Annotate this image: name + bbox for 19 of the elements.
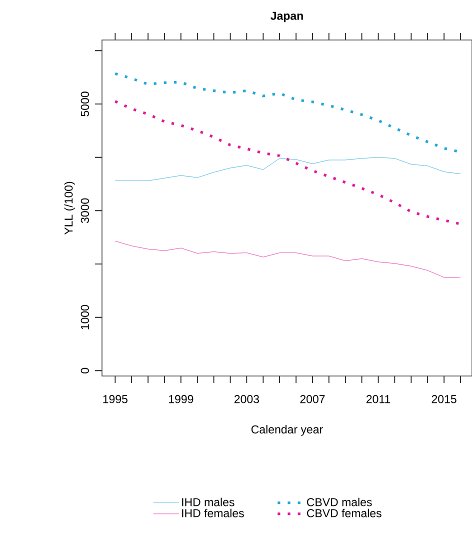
chart-title: Japan (270, 12, 303, 22)
x-axis-title: Calendar year (251, 425, 323, 436)
line-series (114, 240, 461, 278)
legend-label: CBVD females (307, 508, 382, 518)
legend-label: CBVD males (307, 498, 372, 506)
x-tick-label: 2011 (366, 395, 390, 404)
y-axis-title: YLL (/100) (64, 182, 75, 235)
x-tick-label: 2003 (234, 395, 259, 404)
y-tick-label: 5000 (80, 92, 89, 116)
x-tick-label: 1999 (169, 395, 194, 404)
x-tick-label: 2007 (300, 395, 325, 404)
y-tick-label: 0 (80, 368, 89, 374)
y-tick-label: 3000 (80, 198, 89, 224)
x-tick-label: 2015 (432, 395, 456, 404)
legend-label: IHD males (182, 498, 234, 506)
x-tick-label: 1995 (103, 395, 128, 404)
line-series (114, 100, 462, 226)
legend-label: IHD females (182, 508, 244, 518)
y-tick-label: 1000 (80, 304, 89, 330)
